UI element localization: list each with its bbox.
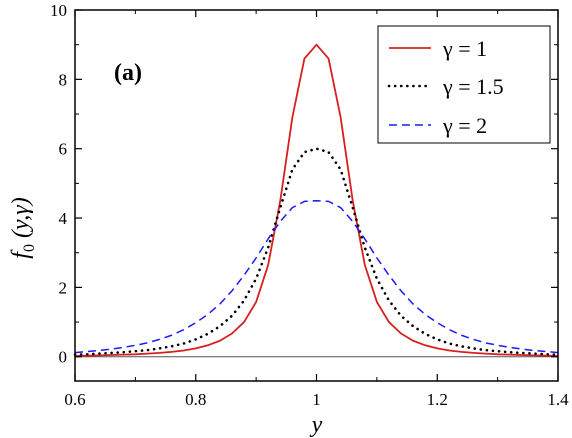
y-tick-label: 0 bbox=[59, 348, 68, 367]
y-tick-label: 6 bbox=[59, 140, 68, 159]
x-tick-label: 0.6 bbox=[64, 390, 85, 409]
x-axis-label: y bbox=[310, 412, 323, 438]
x-tick-label: 0.8 bbox=[185, 390, 206, 409]
series-line-gamma-1-5 bbox=[73, 147, 560, 356]
series-line-gamma-1 bbox=[74, 43, 559, 357]
y-axis-label-subscript: 0 bbox=[21, 244, 38, 252]
legend-label-gamma-2: γ = 2 bbox=[442, 113, 487, 138]
x-tick-label: 1.4 bbox=[547, 390, 569, 409]
y-axis-label-f: f bbox=[8, 249, 34, 259]
panel-label: (a) bbox=[114, 60, 142, 86]
x-tick-label: 1.2 bbox=[427, 390, 448, 409]
legend-label-gamma-1-5: γ = 1.5 bbox=[442, 74, 504, 99]
plot-lines bbox=[73, 43, 560, 358]
x-tick-label: 1 bbox=[312, 390, 321, 409]
legend-box bbox=[377, 25, 551, 144]
y-tick-label: 8 bbox=[59, 70, 68, 89]
y-axis-label-args: (y,γ) bbox=[8, 197, 34, 238]
legend-label-gamma-1: γ = 1 bbox=[442, 36, 487, 61]
y-tick-label: 4 bbox=[59, 209, 68, 228]
y-axis-label: f0 (y,γ) bbox=[8, 197, 38, 258]
svg-text:f0(y,γ): f0 (y,γ) bbox=[8, 197, 38, 258]
y-tick-label: 2 bbox=[59, 278, 68, 297]
ticks: 0.6 0.8 1 1.2 1.4 0 2 4 6 8 10 bbox=[50, 1, 569, 409]
series-line-gamma-2 bbox=[74, 199, 559, 354]
legend: γ = 1 γ = 1.5 γ = 2 bbox=[377, 25, 551, 144]
y-tick-label: 10 bbox=[50, 1, 67, 20]
